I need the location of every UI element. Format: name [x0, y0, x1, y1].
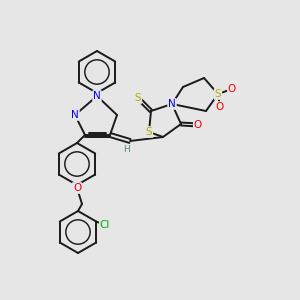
Text: N: N	[71, 110, 79, 120]
Text: S: S	[146, 127, 152, 137]
Text: N: N	[93, 91, 101, 101]
Text: O: O	[73, 183, 81, 193]
Text: Cl: Cl	[100, 220, 110, 230]
Text: S: S	[215, 89, 221, 99]
Text: O: O	[228, 84, 236, 94]
Text: O: O	[216, 102, 224, 112]
Text: H: H	[123, 146, 129, 154]
Text: O: O	[194, 120, 202, 130]
Text: N: N	[168, 99, 176, 109]
Text: S: S	[135, 93, 141, 103]
